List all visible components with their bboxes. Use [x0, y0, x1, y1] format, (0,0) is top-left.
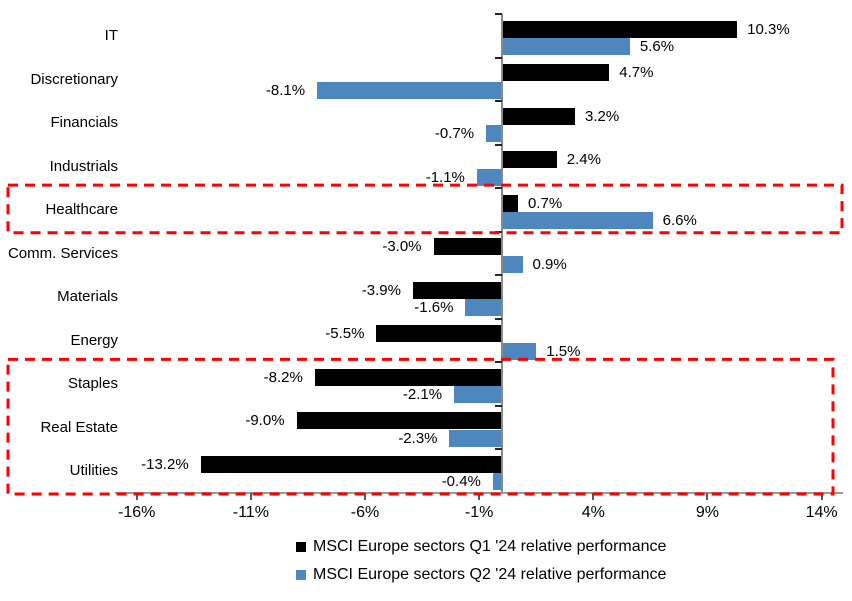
value-label: -8.2% [263, 368, 303, 386]
category-axis-tick [495, 448, 502, 451]
category-axis-tick [495, 317, 502, 320]
category-axis-tick [495, 143, 502, 146]
bar-q2-industrials [476, 168, 502, 186]
category-label-energy: Energy [70, 331, 118, 349]
category-axis-tick [495, 56, 502, 59]
bar-q1-staples [314, 368, 502, 386]
legend-swatch-q1-icon [296, 542, 306, 552]
category-axis-tick [495, 13, 502, 15]
bar-q2-it [502, 38, 630, 55]
category-axis-tick [495, 274, 502, 277]
value-axis-tick [592, 493, 595, 500]
x-tick-label: -6% [350, 504, 380, 521]
bar-q2-discretionary [317, 81, 502, 99]
value-label: -2.3% [398, 429, 438, 447]
category-label-staples: Staples [67, 375, 118, 393]
value-axis-tick [706, 493, 709, 500]
category-label-it: IT [104, 27, 118, 44]
bar-q1-discretionary [502, 64, 610, 82]
value-axis-tick [135, 493, 138, 500]
value-axis-tick [478, 493, 481, 500]
bar-q1-energy [376, 325, 502, 343]
legend-item-q1: MSCI Europe sectors Q1 '24 relative perf… [296, 538, 666, 556]
category-axis-tick [495, 404, 502, 407]
value-label: -5.5% [325, 325, 365, 343]
bar-q1-real-estate [296, 412, 502, 430]
category-label-discretionary: Discretionary [30, 70, 118, 88]
category-label-comm-services: Comm. Services [7, 244, 118, 262]
value-label: 5.6% [639, 38, 675, 55]
legend-label-q2: MSCI Europe sectors Q2 '24 relative perf… [313, 566, 667, 583]
value-label: -8.1% [265, 81, 306, 99]
value-label: 10.3% [747, 20, 790, 38]
value-label: -3.0% [382, 238, 422, 256]
value-label: 6.6% [662, 212, 697, 230]
value-label: 4.7% [619, 64, 654, 82]
legend-item-q2: MSCI Europe sectors Q2 '24 relative perf… [296, 566, 666, 584]
category-axis-tick [495, 100, 502, 103]
bar-q1-utilities [200, 455, 502, 473]
bar-q2-comm-services [502, 255, 523, 273]
value-label: 3.2% [585, 107, 620, 125]
value-axis-tick [820, 493, 823, 500]
value-label: -1.6% [414, 299, 454, 317]
value-label: -1.1% [425, 168, 465, 186]
bar-q2-materials [465, 299, 502, 317]
healthcare-highlight-box [6, 183, 844, 235]
category-label-real-estate: Real Estate [40, 418, 118, 436]
category-axis-tick [495, 230, 502, 233]
x-tick-label: 9% [695, 504, 720, 521]
value-label: 1.5% [546, 342, 581, 360]
value-label: 2.4% [566, 151, 601, 169]
x-tick-label: -11% [232, 504, 269, 521]
bar-q2-financials [486, 125, 502, 143]
category-label-materials: Materials [57, 288, 118, 306]
value-label: -9.0% [245, 412, 285, 430]
value-label: 0.7% [527, 194, 563, 212]
bar-q2-staples [454, 386, 502, 404]
value-axis-tick [364, 493, 367, 500]
value-label: -2.1% [402, 386, 443, 404]
x-tick-label: 4% [581, 504, 605, 521]
category-label-utilities: Utilities [69, 462, 118, 480]
bar-q2-real-estate [449, 429, 502, 447]
category-label-healthcare: Healthcare [45, 201, 118, 219]
bar-q1-healthcare [502, 194, 518, 212]
value-label: -0.7% [434, 125, 475, 143]
category-label-financials: Financials [50, 114, 118, 132]
value-label: -3.9% [361, 281, 401, 299]
bar-q1-comm-services [433, 238, 502, 256]
x-tick-label: 14% [805, 504, 838, 521]
bar-q1-it [502, 20, 738, 38]
category-axis-tick [495, 187, 502, 190]
bar-q1-materials [412, 281, 502, 299]
x-tick-label: -1% [464, 504, 494, 521]
value-label: -13.2% [141, 455, 189, 473]
bar-q1-financials [502, 107, 576, 125]
category-axis-tick [495, 361, 502, 364]
value-axis-tick [249, 493, 252, 500]
value-label: 0.9% [532, 255, 567, 273]
value-label: -0.4% [441, 473, 481, 491]
bar-q2-healthcare [502, 212, 653, 230]
legend-label-q1: MSCI Europe sectors Q1 '24 relative perf… [313, 538, 667, 555]
category-label-industrials: Industrials [49, 157, 118, 175]
bar-q1-industrials [502, 151, 557, 169]
bar-q2-energy [502, 342, 537, 360]
category-axis-line [501, 14, 503, 493]
legend-swatch-q2-icon [296, 570, 306, 580]
x-tick-label: -16% [118, 504, 156, 521]
